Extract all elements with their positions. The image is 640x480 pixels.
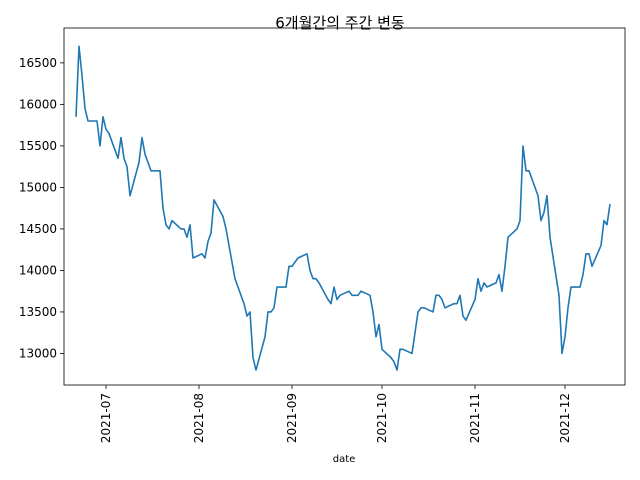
y-axis: 13000 13500 14000 14500 15000 15500 16000 16500 xyxy=(19,56,64,360)
x-tick-label: 2021-09 xyxy=(285,393,299,443)
y-tick-label: 16000 xyxy=(19,97,57,111)
x-tick-label: 2021-07 xyxy=(99,393,113,443)
y-tick-label: 14000 xyxy=(19,263,57,277)
x-axis-label: date xyxy=(333,454,356,465)
y-tick-label: 16500 xyxy=(19,56,57,70)
y-tick-label: 14500 xyxy=(19,222,57,236)
y-tick-label: 15500 xyxy=(19,139,57,153)
y-tick-label: 15000 xyxy=(19,180,57,194)
x-tick-label: 2021-10 xyxy=(375,393,389,443)
axes-frame xyxy=(63,27,626,386)
plot-area xyxy=(63,27,626,386)
x-tick-label: 2021-12 xyxy=(558,393,572,443)
x-tick-label: 2021-08 xyxy=(192,393,206,443)
x-tick-label: 2021-11 xyxy=(468,393,482,443)
chart-title: 6개월간의 주간 변동 xyxy=(275,14,405,32)
series-line xyxy=(75,45,611,371)
y-tick-label: 13500 xyxy=(19,305,57,319)
y-tick-label: 13000 xyxy=(19,346,57,360)
x-axis: 2021-07 2021-08 2021-09 2021-10 2021-11 2021-… xyxy=(99,385,572,443)
